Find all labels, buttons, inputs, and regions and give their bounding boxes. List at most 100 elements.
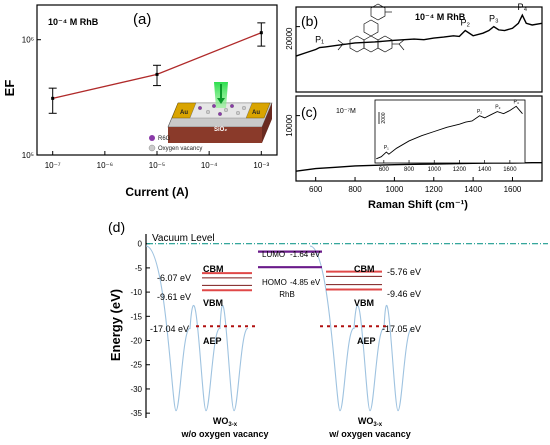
molecule-dot — [230, 104, 234, 108]
x-tick-label: 10⁻⁵ — [149, 161, 165, 170]
inset-x-tick-label: 1400 — [478, 167, 492, 173]
inset-peak-label: P₂ — [477, 109, 482, 115]
peak-label: P₃ — [489, 14, 499, 24]
vacancy-legend-label: Oxygen vacancy — [158, 146, 202, 152]
inset-peak-label: P₁ — [384, 145, 389, 151]
inset-x-tick-label: 1000 — [428, 167, 442, 173]
right-caption-main: WO — [358, 416, 374, 426]
electrode-left-label: Au — [180, 110, 188, 116]
x-tick-label: 1200 — [425, 185, 443, 194]
homo-label: HOMO — [262, 278, 287, 287]
x-tick-label: 10⁻⁴ — [201, 161, 218, 170]
homo-value: -4.85 eV — [290, 278, 321, 287]
peak-label: P₁ — [315, 35, 324, 45]
rhb-name: RhB — [279, 290, 295, 299]
vacancy-dot — [242, 106, 246, 110]
x-tick-label: 800 — [348, 185, 362, 194]
left-caption-main: WO — [213, 416, 229, 426]
y-tick-label: -35 — [130, 409, 142, 418]
left-cbm-value: -6.07 eV — [157, 273, 191, 283]
right-potential-wells — [309, 245, 413, 412]
panel-d-tag: (d) — [108, 219, 125, 235]
y-tick-label: -10 — [130, 288, 142, 297]
inset-x-tick-label: 600 — [379, 167, 390, 173]
rhb-structure-icon — [337, 3, 405, 53]
panel-d: (d) Energy (eV) 0 -5 -10 -15 -20 -25 -30 -35 Va… — [108, 219, 548, 439]
y-tick-label: 0 — [138, 240, 143, 249]
lumo-label: LUMO — [262, 250, 285, 259]
panel-a-annotation: 10⁻⁴ M RhB — [48, 17, 99, 27]
device-inset: Au Au SiO₂ R6G Oxygen vacancy — [148, 82, 273, 152]
right-caption-2: w/ oxygen vacancy — [328, 429, 411, 439]
left-caption-sub: 3-x — [228, 422, 237, 428]
panel-c-annotation: 10⁻⁷M — [336, 108, 356, 115]
substrate-label: SiO₂ — [214, 127, 227, 133]
y-tick-label: -15 — [130, 312, 142, 321]
y-tick-label: -25 — [130, 361, 142, 370]
ef-data-point — [259, 31, 263, 35]
vacancy-dot — [224, 108, 228, 112]
right-cbm-label: CBM — [354, 264, 375, 274]
x-tick-label: 1000 — [386, 185, 404, 194]
panel-a-xlabel: Current (A) — [125, 185, 188, 199]
peak-label: P₄ — [517, 2, 527, 12]
right-vbm-value: -9.46 eV — [387, 289, 421, 299]
left-caption: WO3-x — [213, 416, 238, 428]
left-vbm-label: VBM — [203, 298, 223, 308]
peak-label: P₂ — [460, 18, 470, 28]
x-tick-label: 1600 — [504, 185, 522, 194]
ef-data-point — [51, 96, 55, 100]
molecule-dot — [218, 112, 222, 116]
panel-b-annotation: 10⁻⁴ M RhB — [415, 12, 466, 22]
left-aep-label: AEP — [203, 336, 222, 346]
vacancy-legend-icon — [148, 144, 156, 152]
panel-c-tag: (c) — [301, 104, 317, 120]
spectrum-line-b — [295, 13, 543, 57]
electrode-right-label: Au — [252, 110, 260, 116]
left-vbm-value: -9.61 eV — [157, 292, 191, 302]
inset-spectrum-line — [376, 105, 523, 160]
left-potential-wells — [145, 245, 249, 412]
x-tick-label: 1400 — [464, 185, 482, 194]
right-cbm-value: -5.76 eV — [387, 267, 421, 277]
inset-peak-label: P₄ — [513, 99, 518, 105]
y-tick-label: -5 — [135, 264, 143, 273]
lumo-value: -1.64 eV — [290, 250, 321, 259]
substrate-front — [168, 127, 262, 143]
vacancy-dot — [236, 111, 240, 115]
right-caption: WO3-x — [358, 416, 383, 428]
laser-arrowhead — [217, 98, 225, 104]
right-aep-value: -17.05 eV — [382, 324, 421, 334]
vacancy-dot — [206, 110, 210, 114]
x-tick-label: 10⁻⁷ — [45, 161, 61, 170]
y-tick-label: -20 — [130, 337, 142, 346]
x-tick-label: 10⁻⁶ — [97, 161, 113, 170]
y-tick-label: 10000 — [285, 114, 294, 137]
right-vbm-label: VBM — [354, 298, 374, 308]
y-tick-label: 10⁵ — [22, 151, 34, 160]
panel-b-frame — [295, 6, 543, 93]
panel-b-tag: (b) — [301, 13, 318, 29]
inset-x-tick-label: 1600 — [503, 167, 517, 173]
ef-data-point — [155, 72, 159, 76]
right-caption-sub: 3-x — [373, 422, 382, 428]
panel-a-tag: (a) — [133, 11, 151, 28]
panel-c-frame — [295, 95, 543, 182]
panel-c: (c) 10⁻⁷M Raman Shift (cm⁻¹) 600 800 1000 1… — [285, 95, 543, 211]
x-tick-label: 600 — [309, 185, 323, 194]
channel — [189, 102, 253, 119]
left-caption-2: w/o oxygen vacancy — [180, 429, 268, 439]
panel-d-ylabel: Energy (eV) — [108, 289, 123, 361]
y-tick-label: -30 — [130, 385, 142, 394]
panel-b: (b) 10⁻⁴ M RhB 20000 P₁ P₂ P₃ P₄ — [285, 2, 543, 93]
panel-a-ylabel: EF — [2, 80, 17, 97]
panel-c-xlabel: Raman Shift (cm⁻¹) — [368, 199, 468, 211]
inset-peak-label: P₃ — [495, 105, 500, 111]
panel-c-inset-frame — [374, 99, 526, 164]
inset-y-tick-label: 2000 — [381, 112, 387, 123]
inset-x-tick-label: 800 — [404, 167, 415, 173]
y-tick-label: 10⁶ — [22, 36, 34, 45]
vacuum-level-label: Vacuum Level — [152, 233, 215, 244]
molecule-dot — [198, 106, 202, 110]
